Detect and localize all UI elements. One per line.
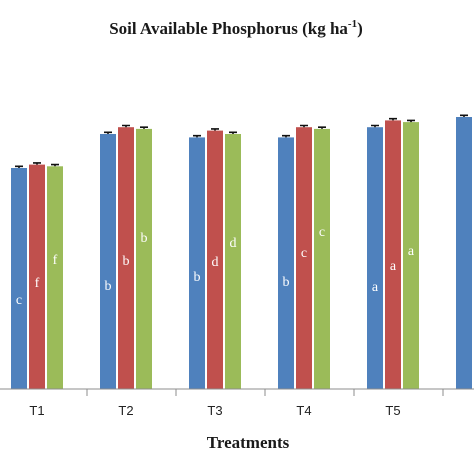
significance-letter-t1-s2: f — [35, 276, 40, 291]
significance-letter-t1-s1: c — [16, 293, 22, 308]
significance-letter-t5-s1: a — [372, 280, 379, 295]
bar-t4-s2 — [296, 127, 312, 389]
error-bar-t1-s2 — [33, 162, 41, 165]
error-bar-t4-s2 — [300, 124, 308, 128]
bar-t5-s1 — [367, 127, 383, 389]
bar-t3-s1 — [189, 137, 205, 389]
error-bar-t4-s3 — [318, 126, 326, 129]
x-tick-label-t2: T2 — [118, 403, 133, 418]
error-bar-t3-s2 — [211, 128, 219, 131]
significance-letter-t1-s3: f — [53, 253, 58, 268]
bar-t2-s3 — [136, 128, 152, 389]
significance-letter-t5-s3: a — [408, 244, 415, 259]
bar-t1-s1 — [11, 168, 27, 389]
significance-letter-t4-s1: b — [283, 275, 290, 290]
chart-title-close: ) — [357, 19, 363, 38]
x-tick-label-t3: T3 — [207, 403, 222, 418]
error-bar-t2-s1 — [104, 131, 112, 134]
error-bar-t3-s3 — [229, 131, 237, 134]
error-bar-t3-s1 — [193, 134, 201, 138]
error-bar-t5-s1 — [371, 124, 379, 128]
significance-letter-t2-s2: b — [123, 254, 130, 269]
x-axis-ticks: 0T1T2T3T4T5 — [29, 389, 444, 418]
bar-t3-s3 — [225, 134, 241, 389]
bar-t5-s2 — [385, 120, 401, 390]
chart-title-superscript: -1 — [348, 18, 357, 30]
error-bar-t4-s1 — [282, 134, 290, 138]
significance-letter-t4-s2: c — [301, 246, 307, 261]
significance-letter-t3-s3: d — [230, 236, 237, 251]
bar-t5-s3 — [403, 122, 419, 389]
error-bar-t6-s1 — [460, 114, 468, 117]
error-bar-t5-s3 — [407, 119, 415, 123]
bar-t1-s3 — [47, 166, 63, 389]
bar-t3-s2 — [207, 130, 223, 389]
error-bar-t1-s3 — [51, 163, 59, 167]
error-bar-t5-s2 — [389, 117, 397, 121]
significance-letter-t5-s2: a — [390, 259, 397, 274]
x-tick-label-t4: T4 — [296, 403, 311, 418]
significance-letter-t2-s3: b — [141, 231, 148, 246]
significance-letter-t4-s3: c — [319, 225, 325, 240]
bar-t1-s2 — [29, 164, 45, 389]
error-bar-t1-s1 — [15, 165, 23, 168]
x-tick-label-t5: T5 — [385, 403, 400, 418]
bars-layer: gcffbbbbddbccaaa — [11, 114, 472, 390]
bar-t4-s1 — [278, 137, 294, 389]
significance-letter-t2-s1: b — [105, 279, 112, 294]
error-bar-t2-s2 — [122, 124, 130, 128]
significance-letter-t3-s2: d — [212, 255, 219, 270]
significance-letter-t3-s1: b — [194, 270, 201, 285]
bar-t2-s2 — [118, 127, 134, 389]
error-bar-t2-s3 — [140, 126, 148, 129]
chart-title-main: Soil Available Phosphorus (kg ha — [109, 19, 348, 38]
bar-t4-s3 — [314, 128, 330, 389]
bar-t2-s1 — [100, 134, 116, 389]
x-axis-title: Treatments — [207, 433, 290, 452]
x-tick-label-t1: T1 — [29, 403, 44, 418]
chart-title: Soil Available Phosphorus (kg ha-1) — [109, 18, 363, 38]
bar-t6-s1 — [456, 117, 472, 389]
